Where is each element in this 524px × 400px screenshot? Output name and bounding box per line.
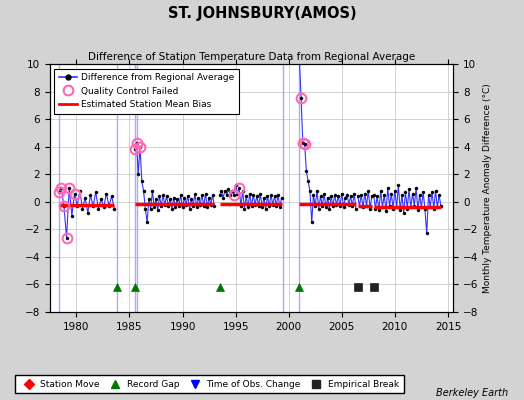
Legend: Station Move, Record Gap, Time of Obs. Change, Empirical Break: Station Move, Record Gap, Time of Obs. C… — [15, 376, 403, 394]
Title: Difference of Station Temperature Data from Regional Average: Difference of Station Temperature Data f… — [88, 52, 415, 62]
Text: Berkeley Earth: Berkeley Earth — [436, 388, 508, 398]
Text: ST. JOHNSBURY(AMOS): ST. JOHNSBURY(AMOS) — [168, 6, 356, 21]
Y-axis label: Monthly Temperature Anomaly Difference (°C): Monthly Temperature Anomaly Difference (… — [483, 83, 492, 293]
Legend: Difference from Regional Average, Quality Control Failed, Estimated Station Mean: Difference from Regional Average, Qualit… — [54, 68, 239, 114]
